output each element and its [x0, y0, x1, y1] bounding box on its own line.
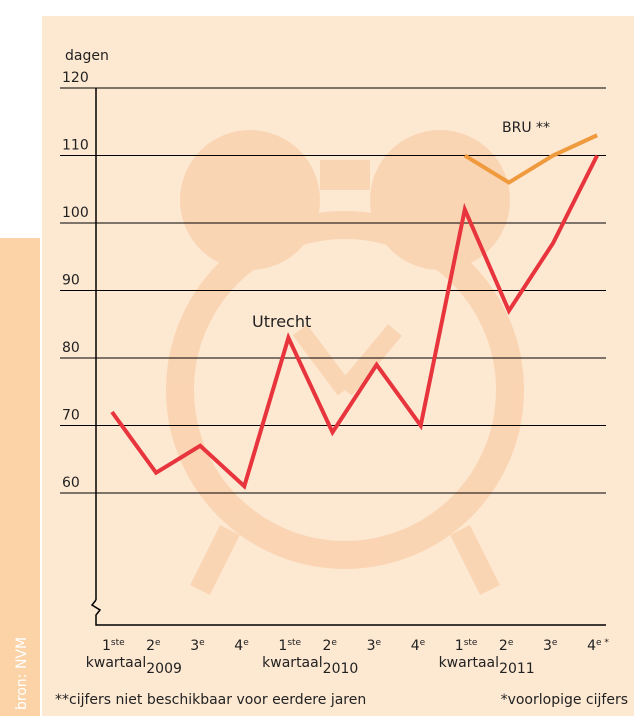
y-tick-label: 70: [62, 408, 80, 424]
x-tick-suffix: e: [420, 638, 426, 648]
footnote: *voorlopige cijfers: [501, 692, 628, 708]
x-tick-label: 1ste: [102, 638, 125, 654]
x-tick-suffix: ste: [287, 638, 301, 648]
x-tick-suffix: e: [243, 638, 249, 648]
x-tick-label: 4e: [411, 638, 426, 654]
x-tick-label: 4e *: [587, 638, 609, 654]
x-tick-number: 1: [455, 638, 464, 654]
x-tick-number: 1: [278, 638, 287, 654]
y-tick-label: 80: [62, 340, 80, 356]
y-tick-label: 90: [62, 273, 80, 289]
y-tick-label: 100: [62, 205, 89, 221]
x-tick-number: 1: [102, 638, 111, 654]
x-tick-label: 1ste: [455, 638, 478, 654]
x-tick-label: 2e: [323, 638, 338, 654]
x-tick-number: 3: [543, 638, 552, 654]
x-tick-label: 2e: [146, 638, 161, 654]
line-series: [463, 133, 598, 185]
x-group-year: 2011: [499, 661, 535, 677]
x-tick-suffix: e: [508, 638, 514, 648]
x-tick-number: 4: [234, 638, 243, 654]
x-tick-number: 3: [190, 638, 199, 654]
x-group-year: 2010: [323, 661, 359, 677]
series-label: BRU **: [502, 120, 550, 136]
x-tick-label: 2e: [499, 638, 514, 654]
y-tick-label: 110: [62, 138, 89, 154]
x-group-label: kwartaal: [86, 655, 146, 671]
panel: [42, 16, 634, 716]
x-group-label: kwartaal: [262, 655, 322, 671]
x-tick-number: 3: [367, 638, 376, 654]
x-tick-number: 4: [587, 638, 596, 654]
x-tick-number: 2: [146, 638, 155, 654]
y-tick-label: 120: [62, 70, 89, 86]
y-tick-label: 60: [62, 475, 80, 491]
source: bron: NVM: [14, 637, 30, 710]
axis-break: [90, 599, 606, 626]
footnote: **cijfers niet beschikbaar voor eerdere …: [55, 692, 366, 708]
x-tick-suffix: e: [376, 638, 382, 648]
x-tick-number: 2: [499, 638, 508, 654]
x-tick-label: 3e: [543, 638, 558, 654]
y-axis-label: dagen: [65, 48, 109, 64]
x-tick-suffix: ste: [464, 638, 478, 648]
source-bar: [0, 238, 40, 716]
x-group-year: 2009: [146, 661, 182, 677]
x-tick-number: 2: [323, 638, 332, 654]
x-tick-suffix: e *: [596, 638, 609, 648]
x-group-label: kwartaal: [439, 655, 499, 671]
series-label: Utrecht: [252, 312, 311, 331]
line-series: [110, 154, 599, 490]
x-tick-number: 4: [411, 638, 420, 654]
x-tick-suffix: e: [331, 638, 337, 648]
x-tick-label: 3e: [190, 638, 205, 654]
x-tick-label: 1ste: [278, 638, 301, 654]
x-tick-suffix: e: [155, 638, 161, 648]
x-tick-suffix: ste: [111, 638, 125, 648]
x-tick-suffix: e: [199, 638, 205, 648]
x-tick-suffix: e: [552, 638, 558, 648]
x-tick-label: 3e: [367, 638, 382, 654]
x-tick-label: 4e: [234, 638, 249, 654]
